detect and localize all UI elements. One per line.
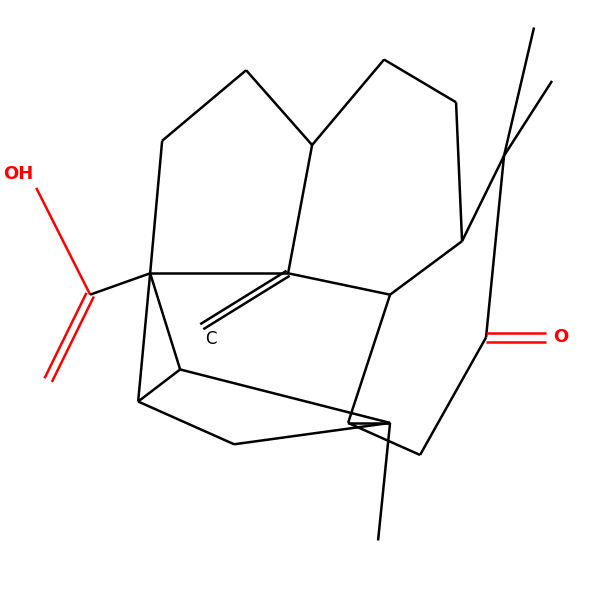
Text: C: C [205, 329, 216, 347]
Text: O: O [553, 328, 568, 346]
Text: OH: OH [3, 165, 33, 183]
